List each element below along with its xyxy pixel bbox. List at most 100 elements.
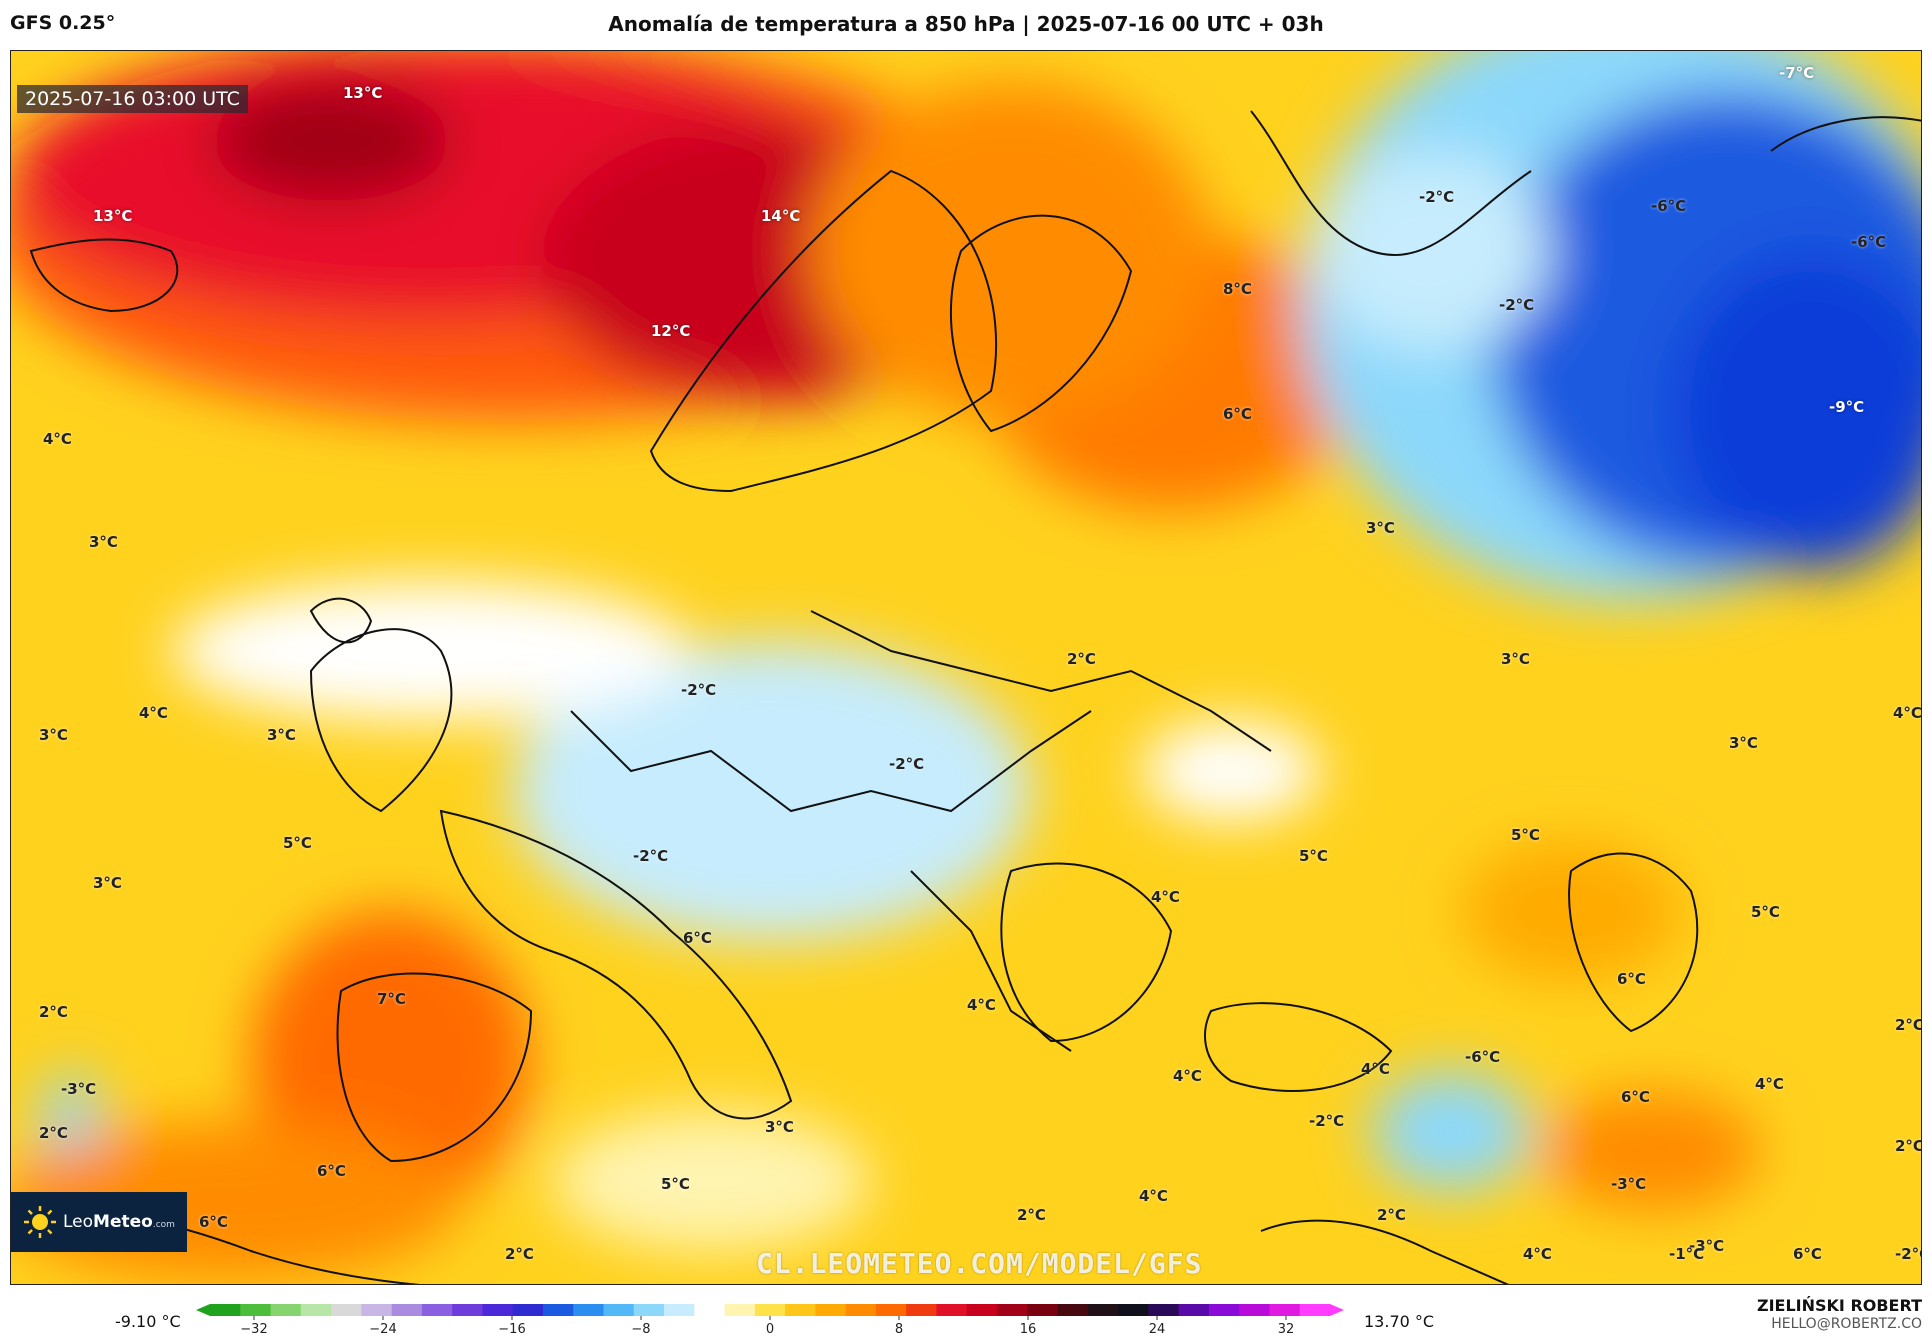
temperature-label: -2°C [1309, 1112, 1345, 1130]
temperature-label: -2°C [1499, 296, 1535, 314]
temperature-label: 6°C [317, 1162, 346, 1180]
temperature-label: -3°C [1689, 1237, 1725, 1255]
anomaly-field [11, 51, 1921, 1284]
colorbar-tick-label: 32 [1278, 1322, 1295, 1337]
temperature-label: 3°C [1501, 650, 1530, 668]
temperature-label: 4°C [1151, 888, 1180, 906]
map-panel[interactable]: 2025-07-16 03:00 UTC 13°C 13°C 14°C 12°C 8°C… [10, 50, 1922, 1285]
temperature-label: 12°C [651, 322, 691, 340]
colorbar-swatch [603, 1304, 635, 1316]
temperature-label: -2°C [889, 755, 925, 773]
temperature-label: 3°C [89, 533, 118, 551]
leometeo-logo[interactable]: LeoMeteo.com [11, 1192, 187, 1252]
temperature-label: 2°C [1017, 1206, 1046, 1224]
sun-icon [23, 1205, 57, 1239]
colorbar-swatch [452, 1304, 483, 1316]
colorbar-swatch [210, 1304, 241, 1316]
colorbar-scale: −32 −24 −16 −8 0 8 16 24 32 [196, 1304, 1344, 1337]
temperature-label: -2°C [681, 681, 717, 699]
colorbar-swatch [391, 1304, 423, 1316]
temperature-label: 4°C [139, 704, 168, 722]
temperature-label: -3°C [61, 1080, 97, 1098]
colorbar-swatch [542, 1304, 574, 1316]
colorbar-swatch [1178, 1304, 1210, 1316]
temperature-label: 6°C [1793, 1245, 1822, 1263]
temperature-label: 3°C [39, 726, 68, 744]
logo-domain: .com [152, 1220, 175, 1230]
colorbar-swatch [1087, 1304, 1119, 1316]
colorbar-swatch [694, 1304, 726, 1316]
temperature-label: 3°C [267, 726, 296, 744]
temperature-label: -7°C [1779, 64, 1815, 82]
colorbar-swatch [1208, 1304, 1240, 1316]
temperature-label: 7°C [377, 990, 406, 1008]
temperature-label: 6°C [1223, 405, 1252, 423]
temperature-label: 4°C [1755, 1075, 1784, 1093]
temperature-label: 2°C [1895, 1137, 1922, 1155]
temperature-label: 4°C [1139, 1187, 1168, 1205]
colorbar-swatch [1057, 1304, 1089, 1316]
colorbar-max-arrow [1330, 1304, 1344, 1316]
temperature-label: 6°C [683, 929, 712, 947]
temperature-label: 5°C [1299, 847, 1328, 865]
colorbar-tick-label: −32 [240, 1322, 267, 1337]
colorbar-swatch [785, 1304, 816, 1316]
temperature-label: -3°C [1611, 1175, 1647, 1193]
temperature-label: -6°C [1651, 197, 1687, 215]
logo-meteo: Meteo [93, 1212, 153, 1232]
model-name: GFS 0.25° [10, 12, 116, 34]
colorbar-swatch [815, 1304, 847, 1316]
temperature-label: 6°C [199, 1213, 228, 1231]
temperature-label: 4°C [967, 996, 996, 1014]
colorbar-swatch [240, 1304, 272, 1316]
colorbar-swatch [1027, 1304, 1059, 1316]
colorbar-swatch [906, 1304, 937, 1316]
logo-leo: Leo [63, 1212, 94, 1232]
colorbar-swatch [754, 1304, 786, 1316]
temperature-label: -2°C [1895, 1245, 1921, 1263]
header: GFS 0.25° Anomalía de temperatura a 850 … [0, 0, 1932, 50]
temperature-label: -2°C [1419, 188, 1455, 206]
temperature-label: 2°C [505, 1245, 534, 1263]
temperature-label: 4°C [43, 430, 72, 448]
temperature-label: 6°C [1621, 1088, 1650, 1106]
valid-time-stamp: 2025-07-16 03:00 UTC [17, 85, 248, 113]
temperature-label: 2°C [39, 1124, 68, 1142]
colorbar-min-arrow [196, 1304, 210, 1316]
colorbar-swatch [482, 1304, 514, 1316]
author-name: ZIELIŃSKI ROBERT [1756, 1296, 1922, 1315]
temperature-label: 3°C [765, 1118, 794, 1136]
colorbar-swatch [1148, 1304, 1180, 1316]
temperature-label: 13°C [343, 84, 383, 102]
temperature-label: 5°C [661, 1175, 690, 1193]
author-email: HELLO@ROBERTZ.CO [1771, 1316, 1922, 1332]
temperature-label: 5°C [1751, 903, 1780, 921]
temperature-label: 3°C [1366, 519, 1395, 537]
colorbar-swatch [573, 1304, 605, 1316]
temperature-label: 2°C [39, 1003, 68, 1021]
temperature-label: 2°C [1895, 1016, 1922, 1034]
colorbar-swatch [1239, 1304, 1270, 1316]
colorbar-swatch [331, 1304, 362, 1316]
colorbar-swatch [270, 1304, 302, 1316]
colorbar-swatch [966, 1304, 998, 1316]
temperature-label: 2°C [1377, 1206, 1406, 1224]
temperature-label: 5°C [1511, 826, 1540, 844]
temperature-label: 8°C [1223, 280, 1252, 298]
colorbar-swatch [875, 1304, 907, 1316]
colorbar-tick-label: −24 [369, 1322, 396, 1337]
map-title: Anomalía de temperatura a 850 hPa | 2025… [608, 12, 1324, 36]
colorbar-swatch [664, 1304, 695, 1316]
colorbar-swatch [421, 1304, 453, 1316]
temperature-label: 4°C [1893, 704, 1922, 722]
logo-wordmark: LeoMeteo.com [63, 1212, 175, 1232]
colorbar-swatch [1269, 1304, 1301, 1316]
temperature-label: -6°C [1465, 1048, 1501, 1066]
colorbar-swatch [997, 1304, 1028, 1316]
colorbar-tick-label: 24 [1149, 1322, 1166, 1337]
colorbar-swatch [845, 1304, 877, 1316]
temperature-label: 6°C [1617, 970, 1646, 988]
temperature-label: -6°C [1851, 233, 1887, 251]
temperature-label: 13°C [93, 207, 133, 225]
colorbar-tick-label: −16 [498, 1322, 525, 1337]
